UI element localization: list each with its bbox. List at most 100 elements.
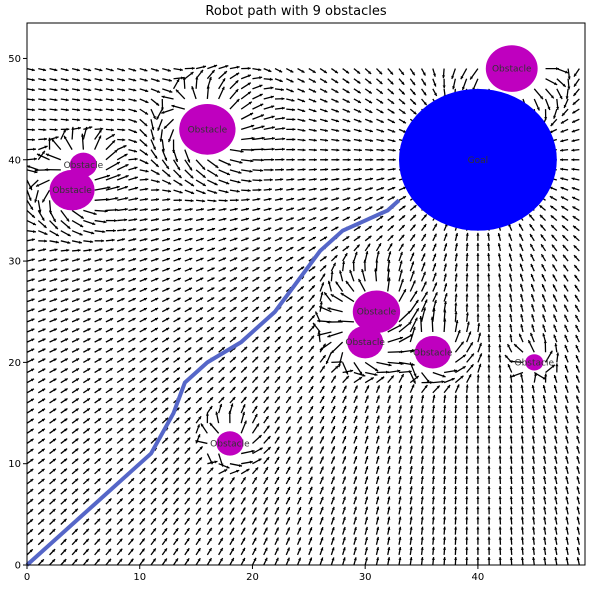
field-arrow-head bbox=[354, 446, 358, 450]
field-arrow-head bbox=[444, 233, 448, 237]
field-arrow-head bbox=[156, 180, 160, 183]
field-arrow-head bbox=[498, 445, 502, 449]
field-arrow-head bbox=[520, 373, 524, 377]
field-arrow-head bbox=[302, 168, 306, 172]
field-arrow-head bbox=[451, 378, 455, 381]
field-arrow-head bbox=[155, 247, 159, 251]
field-arrow-head bbox=[156, 116, 160, 120]
field-arrow-head bbox=[288, 336, 292, 340]
field-arrow-head bbox=[180, 76, 184, 80]
field-arrow-head bbox=[531, 435, 535, 439]
field-arrow-head bbox=[368, 100, 373, 104]
field-arrow-head bbox=[120, 428, 124, 432]
field-arrow-head bbox=[443, 301, 447, 305]
field-arrow-head bbox=[54, 118, 58, 122]
field-arrow-head bbox=[572, 206, 576, 210]
field-arrow-head bbox=[63, 518, 67, 522]
field-arrow-head bbox=[358, 138, 362, 142]
field-arrow-head bbox=[277, 376, 281, 380]
field-arrow-head bbox=[265, 386, 269, 390]
field-arrow-head bbox=[165, 357, 169, 361]
field-arrow-head bbox=[470, 76, 474, 80]
field-arrow-head bbox=[507, 364, 511, 368]
field-arrow-head bbox=[508, 243, 512, 247]
field-arrow-head bbox=[235, 72, 240, 76]
field-arrow-head bbox=[331, 486, 335, 490]
field-arrow-head bbox=[176, 347, 181, 351]
field-arrow-head bbox=[321, 406, 324, 410]
field-arrow-head bbox=[564, 314, 568, 318]
field-arrow-head bbox=[443, 425, 447, 429]
field-arrow-head bbox=[346, 99, 350, 103]
field-arrow-head bbox=[52, 498, 56, 502]
field-arrow-head bbox=[509, 405, 513, 409]
field-arrow-head bbox=[487, 516, 491, 520]
field-arrow-head bbox=[520, 557, 525, 560]
y-tick-label: 0 bbox=[15, 561, 21, 572]
field-arrow-head bbox=[165, 397, 169, 401]
field-arrow-head bbox=[275, 527, 279, 531]
field-arrow-head bbox=[144, 123, 148, 127]
field-arrow-head bbox=[387, 455, 391, 460]
field-arrow-head bbox=[465, 303, 469, 307]
field-arrow-head bbox=[454, 263, 458, 267]
field-arrow-head bbox=[356, 244, 360, 248]
field-arrow-head bbox=[553, 284, 556, 288]
field-arrow-head bbox=[387, 395, 391, 399]
field-arrow-head bbox=[260, 168, 264, 172]
field-arrow-head bbox=[275, 547, 279, 551]
field-arrow-head bbox=[312, 227, 317, 230]
field-arrow-head bbox=[166, 317, 170, 321]
field-arrow-head bbox=[30, 388, 34, 392]
field-arrow-head bbox=[30, 428, 34, 432]
field-arrow-head bbox=[415, 308, 419, 312]
field-arrow-head bbox=[339, 270, 343, 274]
field-arrow-head bbox=[164, 477, 168, 482]
field-arrow-head bbox=[571, 167, 575, 171]
field-arrow-head bbox=[142, 448, 146, 452]
field-arrow-head bbox=[121, 298, 125, 301]
field-arrow-head bbox=[391, 196, 395, 200]
field-arrow-head bbox=[134, 176, 138, 180]
field-arrow-head bbox=[242, 477, 246, 481]
field-arrow-head bbox=[176, 357, 180, 361]
field-arrow-head bbox=[144, 267, 148, 271]
field-arrow-head bbox=[125, 175, 129, 178]
field-arrow-head bbox=[287, 507, 290, 511]
field-arrow-head bbox=[420, 455, 424, 459]
field-arrow-head bbox=[175, 467, 179, 471]
field-arrow-head bbox=[531, 486, 536, 490]
field-arrow-head bbox=[342, 506, 346, 510]
field-arrow-head bbox=[164, 437, 168, 441]
field-arrow-head bbox=[298, 507, 302, 511]
field-arrow-head bbox=[332, 426, 335, 430]
field-arrow-head bbox=[379, 81, 383, 85]
field-arrow-head bbox=[552, 274, 556, 278]
field-arrow-head bbox=[572, 101, 576, 105]
field-arrow-head bbox=[260, 114, 264, 118]
field-arrow-head bbox=[309, 557, 313, 561]
field-arrow-head bbox=[110, 68, 114, 72]
field-arrow-head bbox=[398, 455, 402, 459]
field-arrow-head bbox=[114, 208, 118, 212]
field-arrow-head bbox=[520, 476, 524, 479]
x-tick-label: 30 bbox=[359, 572, 372, 583]
field-arrow-head bbox=[75, 468, 79, 472]
field-arrow-head bbox=[336, 167, 340, 172]
field-arrow-head bbox=[560, 167, 564, 171]
field-arrow-head bbox=[54, 258, 58, 262]
field-arrow-head bbox=[243, 386, 247, 390]
field-arrow-head bbox=[98, 135, 102, 139]
field-arrow-head bbox=[253, 517, 257, 521]
field-arrow-head bbox=[97, 448, 101, 452]
field-arrow-head bbox=[413, 205, 417, 209]
field-arrow-head bbox=[166, 297, 170, 301]
field-arrow-head bbox=[456, 384, 460, 388]
field-arrow-head bbox=[454, 394, 458, 398]
field-arrow-head bbox=[376, 385, 380, 389]
field-arrow-head bbox=[282, 116, 286, 120]
field-arrow-head bbox=[270, 95, 274, 99]
field-arrow-head bbox=[412, 380, 416, 384]
field-arrow-head bbox=[109, 418, 113, 422]
goal-label: Goal bbox=[468, 156, 489, 166]
